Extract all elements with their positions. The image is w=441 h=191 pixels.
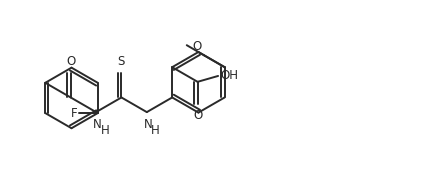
Text: N: N	[143, 118, 152, 131]
Text: H: H	[151, 124, 160, 137]
Text: F: F	[71, 107, 77, 120]
Text: O: O	[66, 55, 75, 68]
Text: H: H	[101, 124, 109, 137]
Text: O: O	[193, 109, 202, 122]
Text: OH: OH	[220, 70, 239, 83]
Text: O: O	[193, 40, 202, 53]
Text: N: N	[93, 118, 101, 131]
Text: S: S	[118, 55, 125, 68]
